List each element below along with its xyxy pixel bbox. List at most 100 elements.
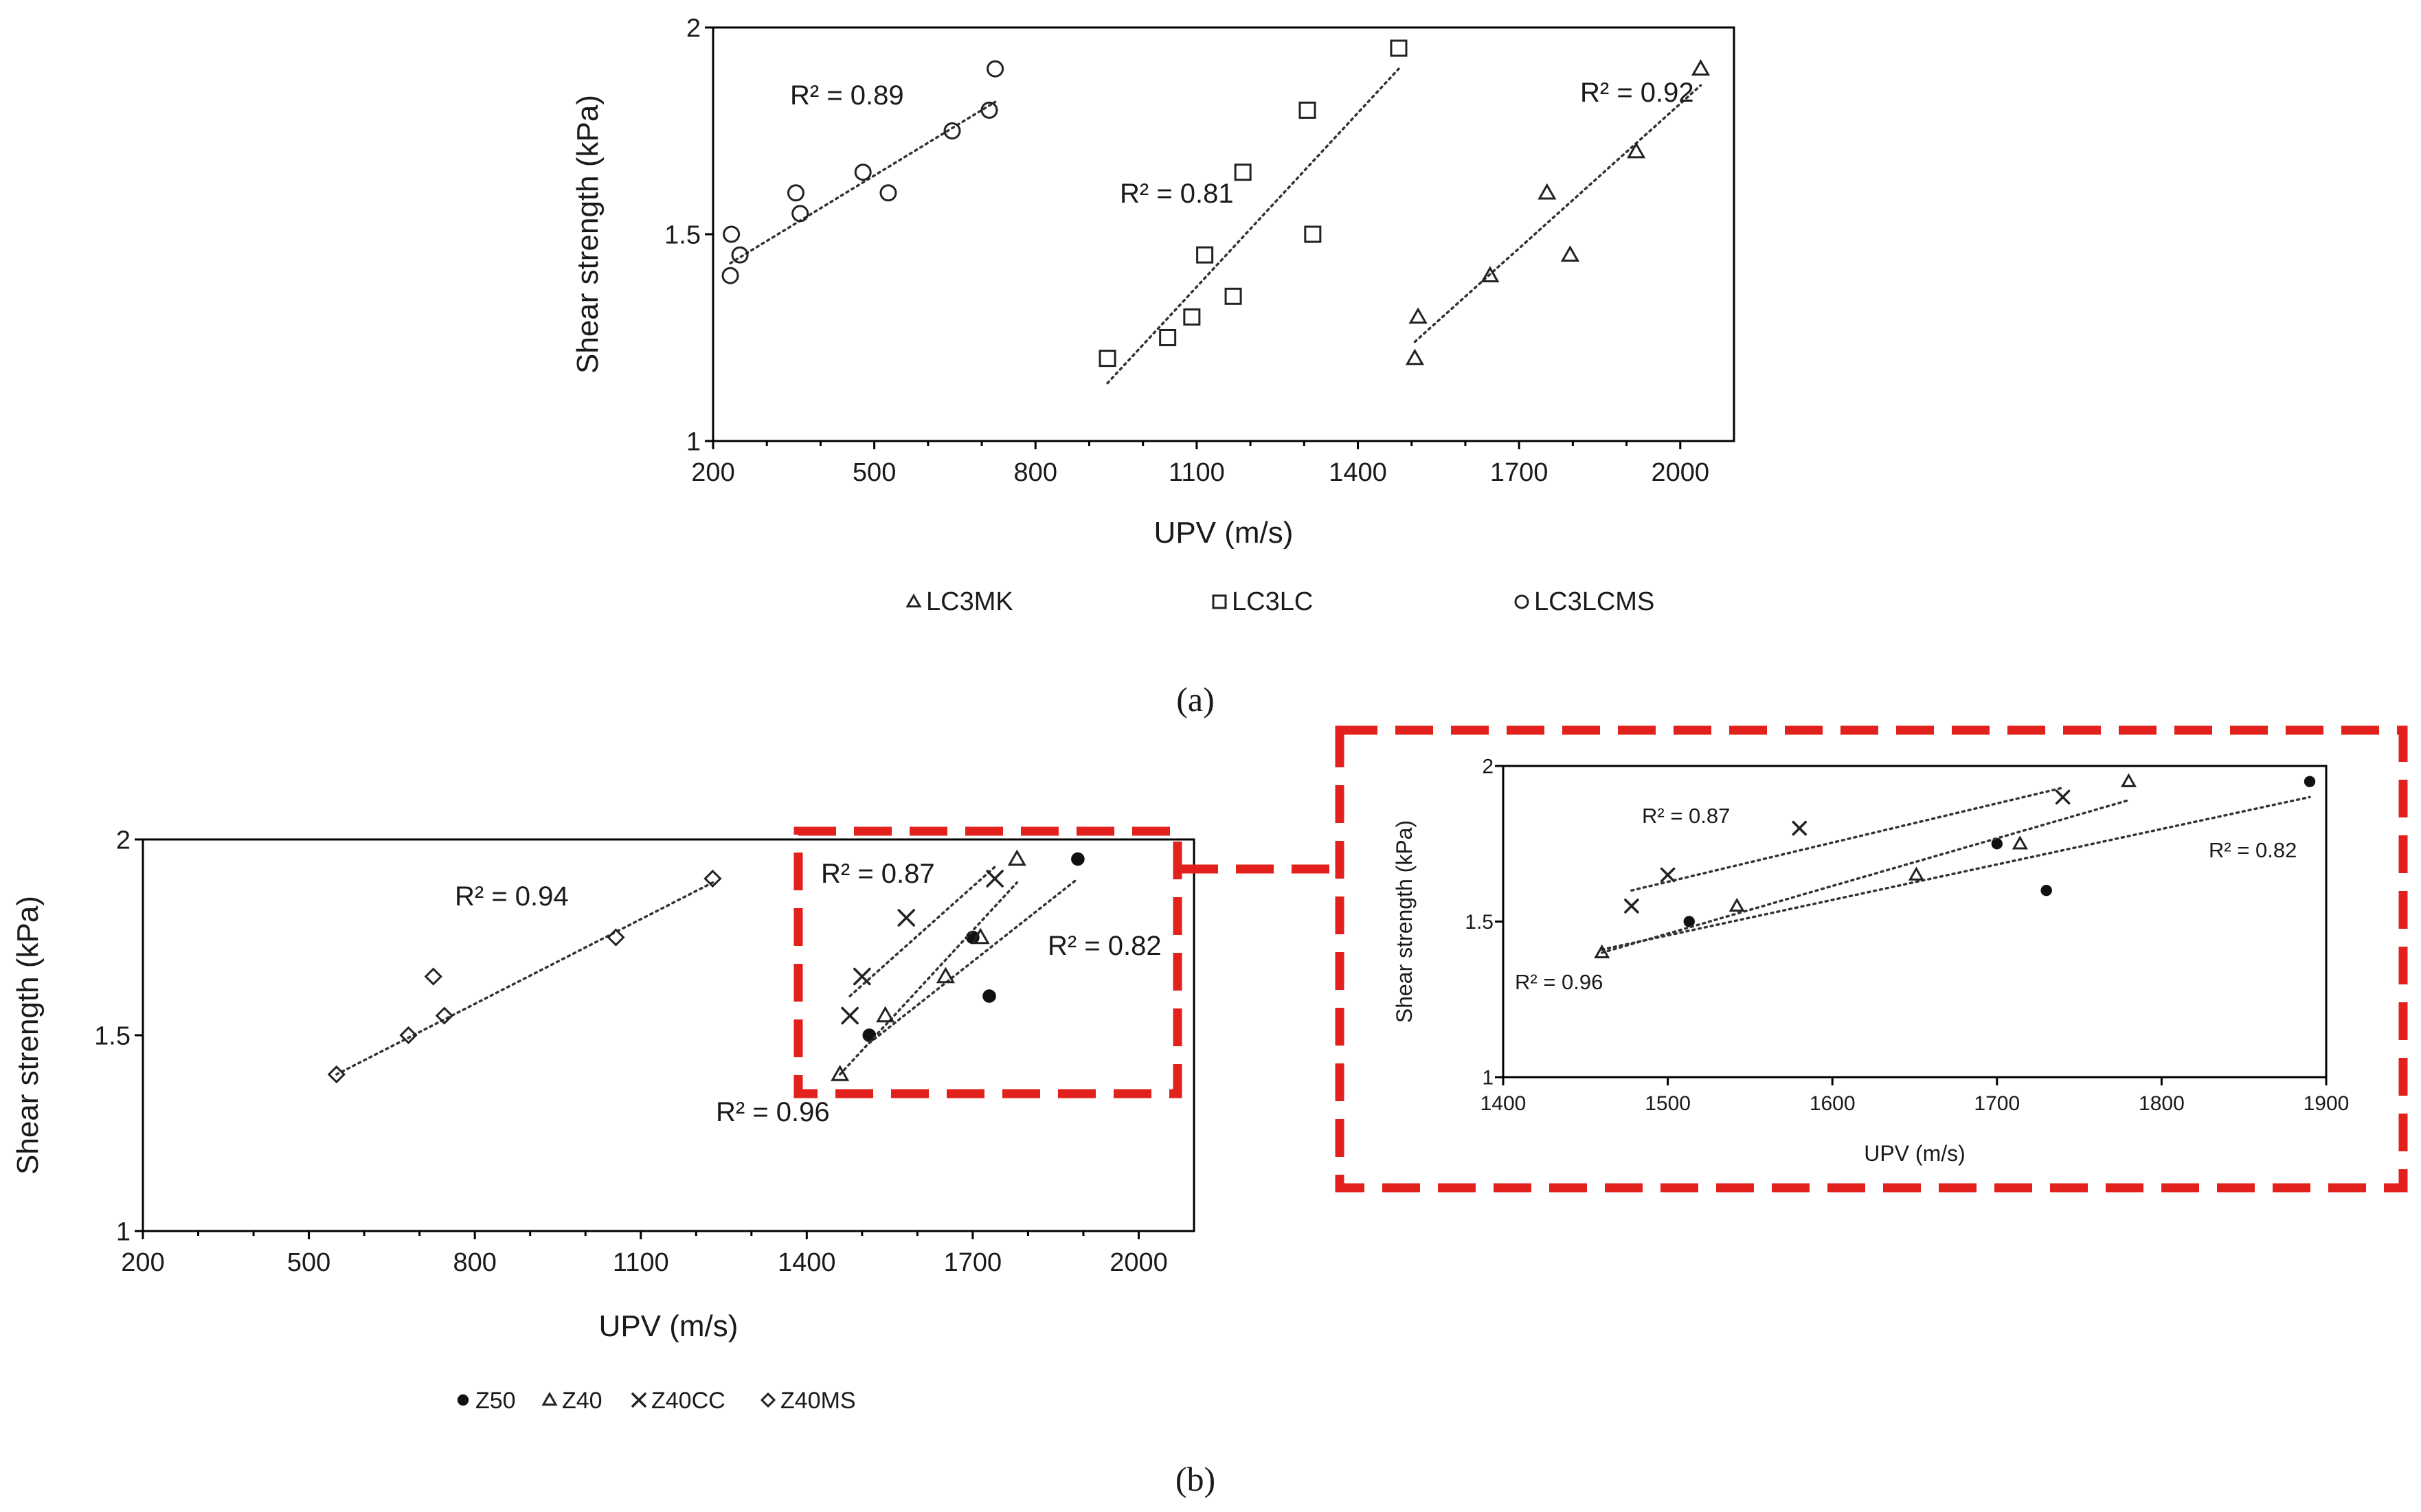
trendline-z40cc [848, 866, 996, 997]
data-point-lc3mk [1408, 307, 1428, 324]
r2-label-z40: R² = 0.96 [1515, 970, 1603, 994]
legend-label-z40ms: Z40MS [780, 1388, 856, 1414]
r2-label-z40ms: R² = 0.94 [455, 881, 569, 912]
data-point-z40 [1729, 897, 1745, 912]
trendline-lc3lcms [729, 100, 997, 264]
y-axis-title: Shear strength (kPa) [1392, 820, 1417, 1023]
data-point-z40 [2012, 835, 2028, 850]
data-point-lc3lcms [787, 184, 804, 202]
trendline-z40 [1601, 799, 2130, 954]
series-z40: R² = 0.96 [1515, 773, 2137, 994]
data-point-z40ms [399, 1026, 418, 1045]
y-tick-label: 2 [1482, 756, 1494, 778]
caption-b: (b) [1175, 1460, 1215, 1498]
data-point-lc3lc [1234, 163, 1252, 181]
series-lc3lcms: R² = 0.89 [721, 60, 1004, 284]
data-point-lc3mk [1627, 142, 1646, 159]
series-z40cc: R² = 0.87 [1624, 786, 2071, 914]
chart-a: 200 500 800 1100 1400 1700 2000 1 1.5 2 UPV (m/s) S… [571, 14, 1735, 616]
trendline-z50 [868, 877, 1079, 1045]
data-point-z40 [971, 927, 990, 945]
plot-area-frame [142, 838, 1195, 1232]
data-point-lc3lcms [791, 205, 809, 223]
data-point-lc3lcms [879, 184, 897, 202]
legend-marker-lc3lcms [1514, 594, 1529, 609]
x-tick-label: 1400 [778, 1248, 836, 1277]
data-point-lc3lc [1099, 350, 1116, 368]
data-point-z40ms [607, 928, 625, 947]
data-point-lc3lcms [721, 267, 739, 284]
data-point-z40 [876, 1006, 895, 1023]
y-tick-label: 1 [686, 427, 701, 456]
x-tick-label: 1100 [613, 1248, 669, 1277]
caption-a: (a) [1176, 680, 1215, 719]
data-point-lc3lc [1304, 225, 1322, 243]
data-point-lc3lc [1196, 246, 1214, 264]
data-point-z50 [1071, 852, 1085, 866]
r2-label-lc3mk: R² = 0.92 [1580, 78, 1694, 108]
data-point-lc3lc [1390, 39, 1408, 57]
data-point-lc3mk [1691, 59, 1711, 76]
data-point-z40 [1007, 849, 1026, 866]
data-point-lc3lcms [731, 246, 749, 264]
x-axis-title: UPV (m/s) [1864, 1141, 1966, 1166]
data-point-lc3lcms [980, 101, 998, 119]
data-point-lc3lc [1159, 329, 1177, 346]
series-z50: R² = 0.82 [862, 852, 1162, 1045]
r2-label-z40: R² = 0.96 [716, 1097, 830, 1127]
data-point-z40cc [897, 909, 916, 927]
series-z40cc: R² = 0.87 [821, 859, 1004, 1025]
series-z40ms: R² = 0.94 [327, 869, 722, 1084]
legend-label-lc3mk: LC3MK [926, 587, 1013, 616]
chart-b: 200 500 800 1100 1400 1700 2000 1 1.5 2 UPV (m/s) S… [11, 826, 1195, 1414]
y-tick-label: 1.5 [1465, 911, 1494, 934]
data-point-z40ms [424, 967, 442, 986]
x-tick-label: 500 [853, 458, 896, 487]
legend-marker-z40cc [631, 1392, 646, 1408]
y-tick-label: 1.5 [94, 1022, 131, 1050]
data-point-lc3lc [1183, 308, 1201, 326]
x-tick-label: 200 [121, 1248, 164, 1277]
data-point-lc3lcms [854, 163, 872, 181]
r2-label-z40cc: R² = 0.87 [821, 859, 935, 889]
trendline-z40ms [335, 881, 714, 1076]
trendline-lc3lc [1106, 67, 1400, 385]
y-axis-title: Shear strength (kPa) [11, 896, 45, 1175]
legend-marker-lc3lc [1212, 594, 1227, 609]
x-tick-label: 1800 [2139, 1092, 2185, 1115]
series-z40: R² = 0.96 [716, 849, 1026, 1127]
legend-label-z50: Z50 [475, 1388, 516, 1414]
data-point-z40 [1908, 866, 1924, 881]
zoom-indicator [793, 725, 2408, 1193]
x-tick-label: 500 [287, 1248, 330, 1277]
legend-label-z40: Z40 [562, 1388, 603, 1414]
data-point-lc3lc [1298, 101, 1316, 119]
data-point-z40ms [435, 1006, 453, 1025]
x-tick-label: 2000 [1110, 1248, 1168, 1277]
x-tick-label: 1400 [1480, 1092, 1527, 1115]
legend-label-lc3lc: LC3LC [1232, 587, 1313, 616]
x-tick-label: 200 [691, 458, 734, 487]
data-point-z40cc [986, 870, 1004, 888]
data-point-z40cc [2055, 789, 2071, 805]
x-tick-label: 1700 [944, 1248, 1002, 1277]
trendline-z50 [1601, 796, 2311, 951]
r2-label-z50: R² = 0.82 [2209, 838, 2297, 862]
x-tick-label: 1400 [1329, 458, 1387, 487]
data-point-z40 [936, 967, 956, 984]
data-point-lc3mk [1538, 183, 1557, 200]
legend-label-lc3lcms: LC3LCMS [1534, 587, 1654, 616]
data-point-z40 [831, 1064, 850, 1081]
x-axis-title: UPV (m/s) [599, 1309, 739, 1343]
series-lc3mk: R² = 0.92 [1405, 59, 1711, 365]
data-point-z50 [2040, 885, 2052, 896]
y-tick-label: 2 [116, 826, 131, 855]
plot-area-frame [1502, 765, 2328, 1079]
x-tick-label: 1100 [1169, 458, 1225, 487]
y-tick-label: 1 [116, 1217, 131, 1246]
data-point-z40cc [1792, 820, 1808, 836]
data-point-z40ms [327, 1065, 346, 1084]
legend-a: LC3MK LC3LC LC3LCMS [905, 587, 1654, 616]
data-point-z40 [2120, 773, 2137, 787]
